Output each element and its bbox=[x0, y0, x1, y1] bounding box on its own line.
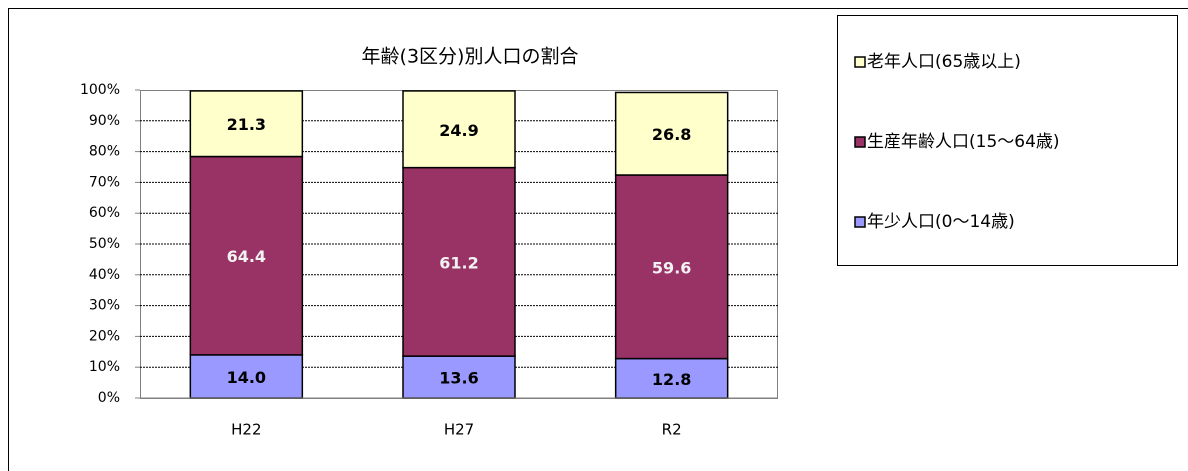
bar-segment bbox=[189, 155, 304, 356]
chart-frame bbox=[8, 8, 1188, 471]
y-tick-label: 20% bbox=[89, 328, 120, 344]
bar-segment bbox=[402, 355, 516, 399]
data-label: 64.4 bbox=[227, 247, 266, 266]
data-label: 14.0 bbox=[227, 368, 266, 387]
y-tick-label: 50% bbox=[89, 236, 120, 252]
legend-swatch bbox=[854, 216, 866, 228]
y-tick-label: 80% bbox=[89, 144, 120, 160]
y-tick-label: 0% bbox=[98, 390, 120, 406]
x-tick-label: R2 bbox=[662, 421, 682, 439]
data-label: 26.8 bbox=[652, 125, 691, 144]
x-tick-label: H22 bbox=[231, 421, 261, 439]
legend-label: 年少人口(0～14歳) bbox=[867, 212, 1015, 232]
bar-segment bbox=[189, 90, 304, 158]
legend-swatch bbox=[854, 136, 866, 148]
y-tick-label: 70% bbox=[89, 174, 120, 190]
y-tick-label: 10% bbox=[89, 359, 120, 375]
data-label: 21.3 bbox=[227, 115, 266, 134]
data-label: 13.6 bbox=[439, 369, 478, 388]
x-tick-label: H27 bbox=[444, 421, 474, 439]
y-tick-label: 60% bbox=[89, 205, 120, 221]
legend-label: 生産年齢人口(15～64歳) bbox=[867, 132, 1060, 152]
legend-label: 老年人口(65歳以上) bbox=[867, 52, 1021, 72]
bar-segment bbox=[614, 91, 729, 176]
legend-swatch bbox=[854, 56, 866, 68]
y-tick-label: 90% bbox=[89, 113, 120, 129]
data-label: 12.8 bbox=[652, 370, 691, 389]
bar-segment bbox=[402, 90, 516, 169]
data-label: 24.9 bbox=[439, 121, 478, 140]
legend bbox=[837, 15, 1178, 266]
y-tick-label: 30% bbox=[89, 298, 120, 314]
chart-title: 年齢(3区分)別人口の割合 bbox=[362, 46, 579, 68]
y-tick-label: 40% bbox=[89, 267, 120, 283]
data-label: 59.6 bbox=[652, 258, 691, 277]
y-tick-label: 100% bbox=[80, 82, 120, 98]
bar-segment bbox=[614, 174, 729, 360]
data-label: 61.2 bbox=[439, 253, 478, 272]
